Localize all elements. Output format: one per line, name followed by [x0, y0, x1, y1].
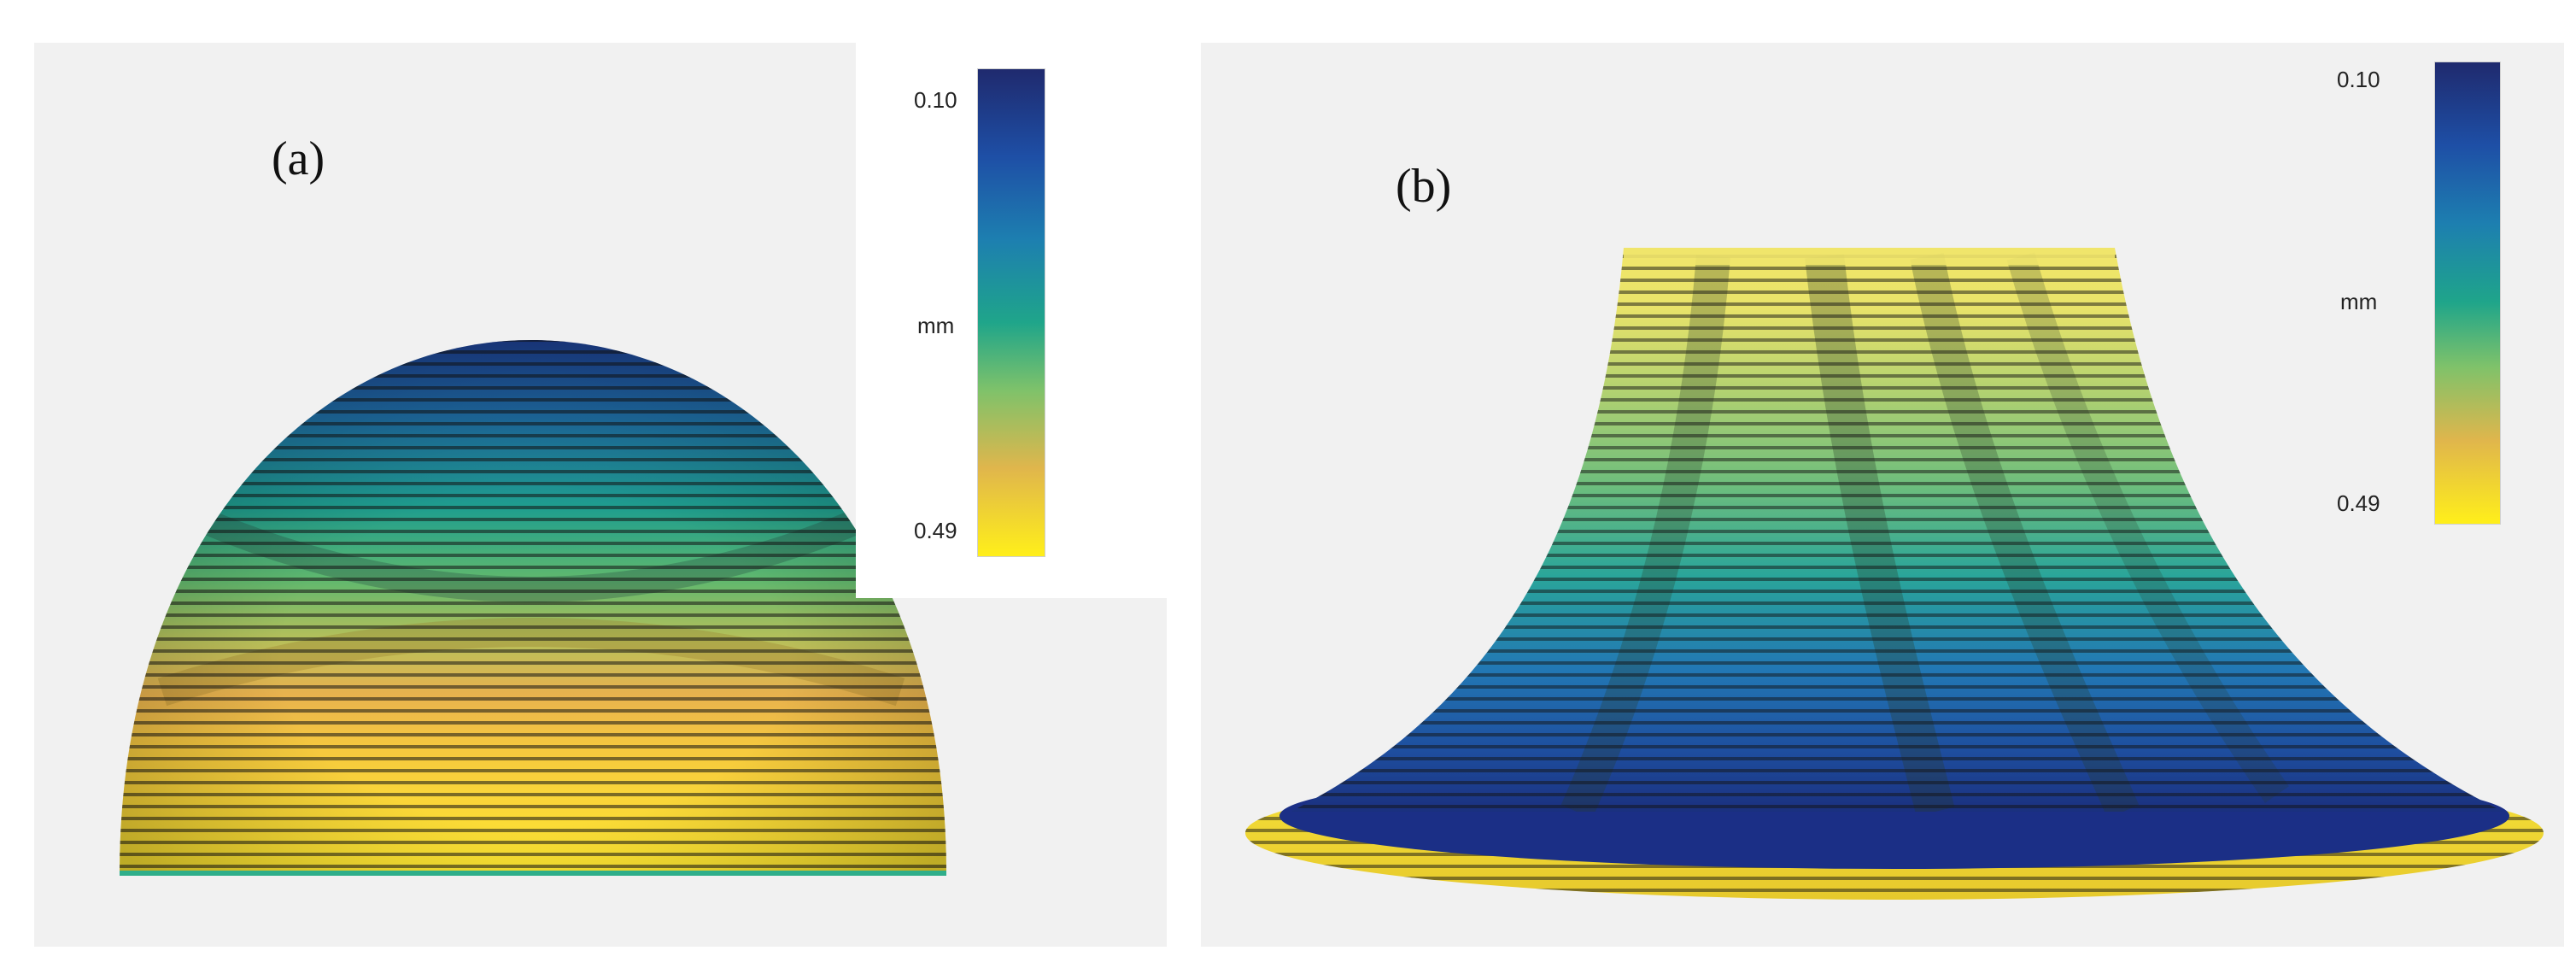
panel-b-legend: 0.10 mm 0.49	[2328, 43, 2564, 555]
panel-a-label: (a)	[272, 132, 325, 185]
colorbar-min-label: 0.49	[914, 518, 957, 543]
colorbar-max-label: 0.10	[2337, 67, 2380, 92]
colorbar-max-label: 0.10	[914, 87, 957, 113]
colorbar-unit-label: mm	[2340, 289, 2378, 314]
colorbar	[2434, 62, 2501, 525]
panel-a-legend: 0.10 mm 0.49	[856, 43, 1167, 598]
panel-a: (a) 0.10 mm 0.49	[34, 43, 1167, 947]
panel-b-label: (b)	[1396, 160, 1452, 213]
panel-b: (b) 0.10 mm 0.49	[1201, 43, 2564, 947]
impeller-render	[1245, 248, 2544, 900]
colorbar-unit-label: mm	[917, 313, 955, 338]
dome-render	[120, 340, 946, 876]
colorbar	[977, 68, 1045, 557]
colorbar-min-label: 0.49	[2337, 490, 2380, 516]
